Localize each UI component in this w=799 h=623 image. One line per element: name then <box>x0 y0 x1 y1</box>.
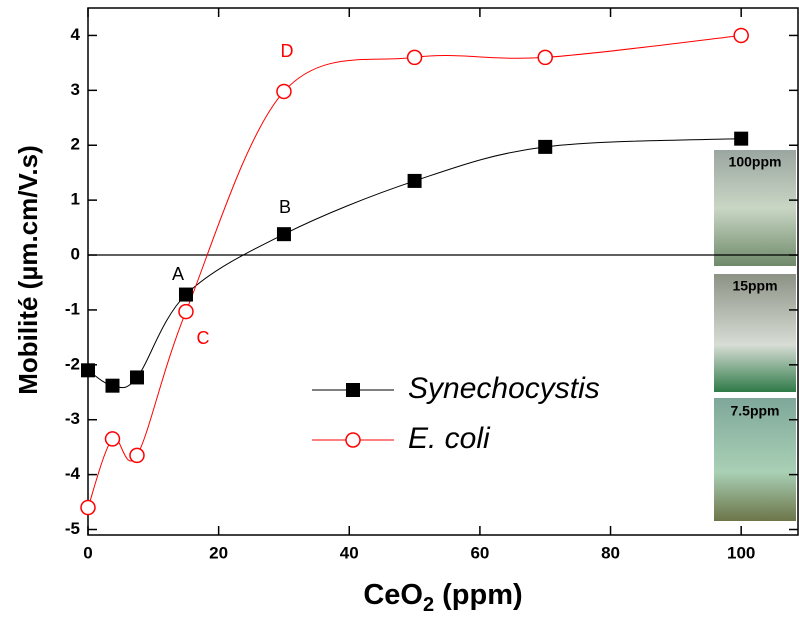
y-tick-label: 2 <box>71 135 80 154</box>
y-tick-label: -4 <box>65 464 81 483</box>
y-tick-label: -1 <box>65 299 80 318</box>
photo-tube <box>714 274 796 392</box>
annotation: C <box>197 328 210 348</box>
marker <box>734 131 749 146</box>
y-tick-label: 1 <box>71 190 80 209</box>
x-tick-label: 80 <box>601 543 620 562</box>
plot-frame <box>87 7 799 536</box>
photo-tube <box>714 150 796 266</box>
y-tick-label: 3 <box>71 80 80 99</box>
marker <box>80 499 96 516</box>
photo-label: 7.5ppm <box>730 403 779 419</box>
annotation: D <box>281 41 294 61</box>
marker <box>81 363 95 378</box>
marker <box>178 303 194 320</box>
y-tick-label: -2 <box>65 354 80 373</box>
y-tick-label: 0 <box>71 245 80 264</box>
annotation: B <box>279 197 291 217</box>
photo-tube <box>714 398 796 521</box>
marker <box>276 83 292 100</box>
photo: 100ppm 15ppm 7.5ppm <box>714 150 796 521</box>
photo-label: 100ppm <box>729 154 782 170</box>
x-tick-label: 60 <box>470 543 489 562</box>
legend-marker <box>345 432 361 448</box>
annotation: A <box>172 264 184 284</box>
marker <box>129 370 144 385</box>
marker <box>129 447 145 464</box>
marker <box>104 431 121 447</box>
photo-label: 15ppm <box>732 278 777 294</box>
marker <box>407 173 422 188</box>
marker <box>105 378 120 393</box>
y-tick-label: 4 <box>71 25 81 44</box>
legend-label: E. coli <box>408 422 491 455</box>
legend-marker <box>346 383 360 397</box>
y-tick-label: -3 <box>65 409 80 428</box>
marker <box>537 49 553 66</box>
marker <box>733 27 749 44</box>
x-axis-title: CeO2 (ppm) <box>363 579 522 617</box>
x-axis-title-part: CeO <box>363 579 423 611</box>
x-tick-label: 0 <box>83 543 92 562</box>
marker <box>406 49 423 66</box>
x-tick-label: 20 <box>209 543 228 562</box>
marker <box>178 287 193 302</box>
x-axis-title-sub: 2 <box>423 594 434 616</box>
y-axis-title: Mobilité (µm.cm/V.s) <box>13 145 43 395</box>
marker <box>276 227 291 242</box>
x-tick-label: 40 <box>340 543 359 562</box>
marker <box>538 139 553 154</box>
y-tick-label: -5 <box>65 519 80 538</box>
legend-label: Synechocystis <box>408 372 600 405</box>
x-axis-title-part: (ppm) <box>434 579 523 611</box>
x-tick-label: 100 <box>727 543 755 562</box>
